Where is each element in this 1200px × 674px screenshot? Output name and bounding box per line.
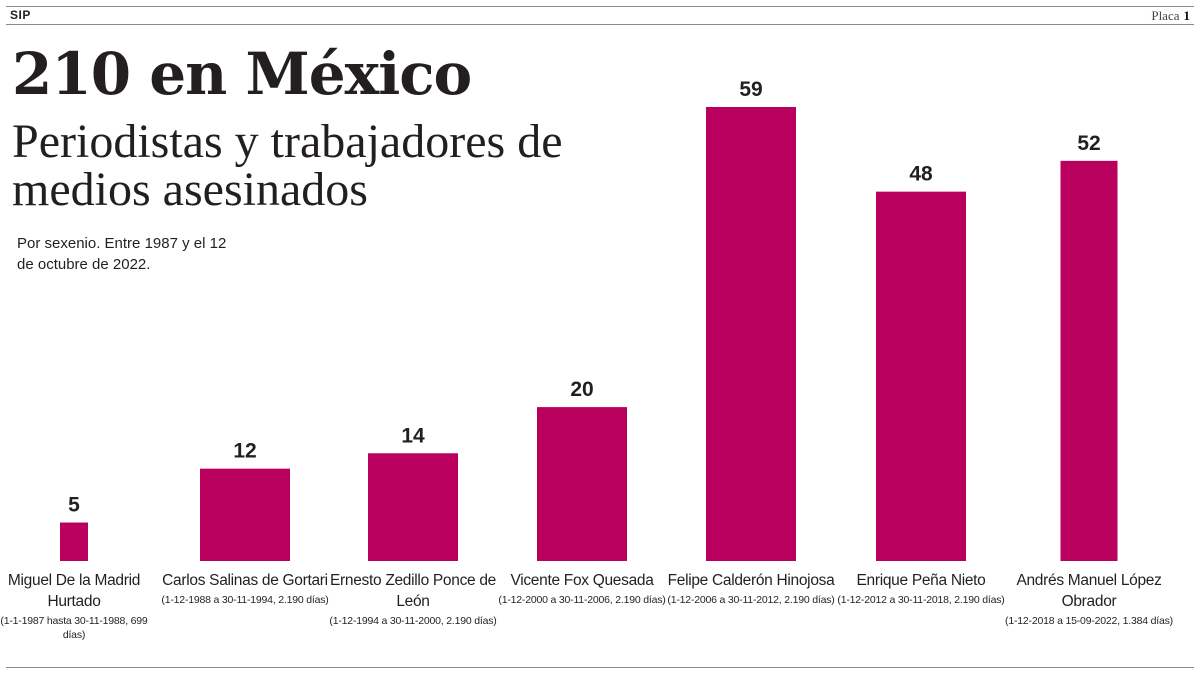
- category-period: (1-12-2012 a 30-11-2018, 2.190 días): [837, 594, 1005, 606]
- data-label-4: 20: [570, 378, 593, 401]
- source-label: SIP: [10, 8, 31, 22]
- bar-1: [60, 522, 88, 561]
- category-label-5: Felipe Calderón Hinojosa (1-12-2006 a 30-…: [666, 570, 836, 607]
- page-label: Placa: [1151, 8, 1180, 23]
- category-period: (1-12-2000 a 30-11-2006, 2.190 días): [498, 594, 666, 606]
- category-name: Miguel De la Madrid Hurtado: [7, 572, 141, 610]
- category-label-6: Enrique Peña Nieto (1-12-2012 a 30-11-201…: [836, 570, 1006, 607]
- bottom-rule: [6, 667, 1194, 668]
- bar-7: [1060, 160, 1118, 561]
- category-label-2: Carlos Salinas de Gortari (1-12-1988 a 30…: [160, 570, 330, 607]
- category-name: Carlos Salinas de Gortari: [162, 572, 328, 589]
- chart-subtitle: Periodistas y trabajadores de medios ase…: [12, 115, 563, 216]
- category-label-4: Vicente Fox Quesada (1-12-2000 a 30-11-20…: [497, 570, 667, 607]
- data-label-1: 5: [68, 494, 80, 517]
- category-name: Ernesto Zedillo Ponce de León: [330, 572, 496, 610]
- category-period: (1-12-1994 a 30-11-2000, 2.190 días): [329, 615, 497, 627]
- data-label-3: 14: [401, 424, 425, 447]
- page-indicator: Placa 1: [1151, 8, 1190, 24]
- bar-3: [368, 453, 458, 561]
- category-name: Vicente Fox Quesada: [510, 572, 654, 589]
- bar-5: [706, 107, 796, 561]
- bar-4: [537, 407, 627, 561]
- page-number: 1: [1183, 8, 1191, 23]
- bar-6: [876, 191, 966, 561]
- header-bar: SIP Placa 1: [6, 6, 1194, 25]
- category-label-7: Andrés Manuel López Obrador (1-12-2018 a …: [1004, 570, 1174, 628]
- chart-title: 210 en México: [12, 40, 472, 108]
- category-name: Andrés Manuel López Obrador: [1016, 572, 1162, 610]
- data-label-5: 59: [739, 78, 762, 101]
- category-label-3: Ernesto Zedillo Ponce de León (1-12-1994 …: [328, 570, 498, 628]
- category-name: Felipe Calderón Hinojosa: [667, 572, 835, 589]
- category-period: (1-12-1988 a 30-11-1994, 2.190 días): [161, 594, 329, 606]
- category-period: (1-12-2006 a 30-11-2012, 2.190 días): [667, 594, 835, 606]
- bar-2: [200, 468, 290, 561]
- category-period: (1-12-2018 a 15-09-2022, 1.384 días): [1005, 615, 1173, 627]
- data-label-6: 48: [909, 163, 933, 186]
- data-label-2: 12: [233, 440, 256, 463]
- category-label-1: Miguel De la Madrid Hurtado (1-1-1987 has…: [0, 570, 159, 642]
- category-name: Enrique Peña Nieto: [856, 572, 986, 589]
- data-label-7: 52: [1077, 132, 1100, 155]
- chart-note: Por sexenio. Entre 1987 y el 12 de octub…: [17, 235, 227, 273]
- category-period: (1-1-1987 hasta 30-11-1988, 699 días): [0, 615, 148, 641]
